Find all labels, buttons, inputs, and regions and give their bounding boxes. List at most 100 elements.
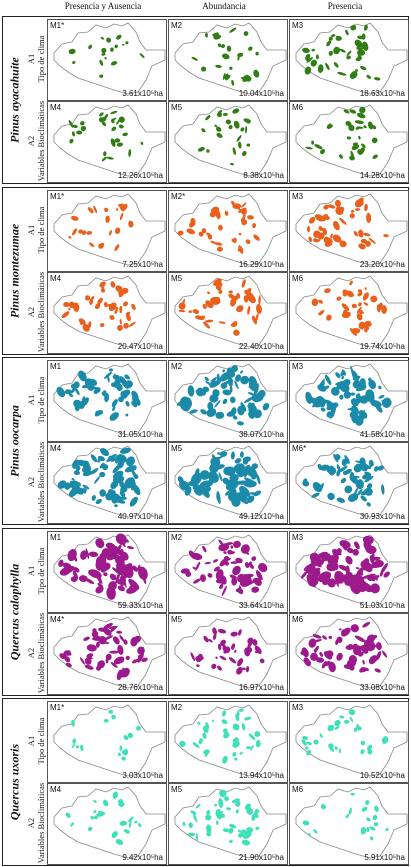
habitat-patch xyxy=(328,564,339,571)
habitat-patch xyxy=(372,814,378,821)
habitat-patch xyxy=(110,61,118,66)
habitat-patch xyxy=(224,646,231,653)
habitat-patch xyxy=(318,226,324,231)
habitat-patch xyxy=(353,463,363,473)
habitat-patch xyxy=(115,227,121,235)
model-label: M5 xyxy=(171,785,183,794)
habitat-patch xyxy=(138,654,144,660)
habitat-patch xyxy=(88,569,102,579)
habitat-patch xyxy=(121,551,129,561)
distribution-map xyxy=(174,534,287,607)
habitat-patch xyxy=(68,48,76,55)
habitat-patch xyxy=(360,495,367,502)
habitat-patch xyxy=(236,799,241,807)
habitat-patch xyxy=(245,666,250,673)
habitat-patch xyxy=(83,466,87,472)
habitat-patch xyxy=(214,124,218,128)
habitat-patch xyxy=(343,109,350,114)
habitat-patch xyxy=(366,826,370,833)
habitat-patch xyxy=(211,469,217,476)
habitat-patch xyxy=(94,303,101,310)
habitat-patch xyxy=(229,396,236,404)
map-panel: M3 51.03x10⁵ha xyxy=(289,531,409,613)
habitat-patch xyxy=(253,409,262,419)
habitat-patch xyxy=(259,658,265,664)
habitat-patch xyxy=(314,639,322,643)
row-code: A2 xyxy=(26,647,36,659)
habitat-patch xyxy=(110,661,118,668)
habitat-patch xyxy=(227,549,233,555)
habitat-patch xyxy=(216,112,223,118)
row-text: Tipo de clima xyxy=(36,547,46,595)
habitat-patch xyxy=(84,295,91,301)
habitat-patch xyxy=(65,565,75,573)
habitat-patch xyxy=(232,565,241,576)
habitat-patch xyxy=(336,296,342,301)
habitat-patch xyxy=(343,468,352,475)
habitat-patch xyxy=(240,370,244,374)
habitat-patch xyxy=(313,739,319,745)
distribution-map xyxy=(174,445,287,518)
habitat-patch xyxy=(314,575,318,580)
habitat-patch xyxy=(301,647,309,658)
model-label: M6 xyxy=(292,274,304,283)
habitat-patch xyxy=(356,313,363,321)
habitat-patch xyxy=(221,44,225,49)
habitat-patch xyxy=(125,400,130,407)
model-label: M1 xyxy=(50,533,62,542)
habitat-patch xyxy=(232,723,240,731)
habitat-patch xyxy=(78,575,88,583)
habitat-patch xyxy=(346,136,351,140)
habitat-patch xyxy=(114,44,118,49)
habitat-patch xyxy=(301,739,307,746)
habitat-patch xyxy=(219,655,227,661)
habitat-patch xyxy=(382,650,388,658)
habitat-patch xyxy=(205,115,211,121)
habitat-patch xyxy=(253,234,260,241)
habitat-patch xyxy=(237,247,244,252)
habitat-patch xyxy=(246,544,249,549)
habitat-patch xyxy=(240,544,250,554)
habitat-patch xyxy=(109,650,119,654)
distribution-patches xyxy=(302,24,381,81)
habitat-patch xyxy=(359,395,369,404)
habitat-patch xyxy=(217,643,222,651)
habitat-patch xyxy=(377,574,380,578)
habitat-patch xyxy=(223,555,230,562)
habitat-patch xyxy=(178,309,186,313)
habitat-patch xyxy=(372,138,378,143)
distribution-map xyxy=(53,445,166,518)
model-label: M4* xyxy=(50,615,65,624)
habitat-patch xyxy=(339,48,346,53)
distribution-map xyxy=(53,275,166,348)
habitat-patch xyxy=(108,581,117,591)
habitat-patch xyxy=(341,458,348,467)
habitat-patch xyxy=(102,117,107,122)
map-panel: M3 10.52x10⁵ha xyxy=(289,701,409,783)
habitat-patch xyxy=(177,230,184,236)
habitat-patch xyxy=(217,43,222,48)
state-outline xyxy=(174,616,287,689)
model-label: M6 xyxy=(292,785,304,794)
habitat-patch xyxy=(323,651,333,660)
area-label: 3.61x10⁵ha xyxy=(122,89,163,98)
habitat-patch xyxy=(334,199,342,207)
habitat-patch xyxy=(101,120,107,127)
habitat-patch xyxy=(116,669,124,681)
habitat-patch xyxy=(196,664,200,668)
habitat-patch xyxy=(360,560,369,569)
habitat-patch xyxy=(252,223,257,229)
habitat-patch xyxy=(119,539,126,548)
habitat-patch xyxy=(318,299,324,304)
habitat-patch xyxy=(317,232,325,240)
state-outline xyxy=(295,534,408,607)
habitat-patch xyxy=(217,665,222,671)
habitat-patch xyxy=(112,636,120,645)
habitat-patch xyxy=(245,466,257,478)
habitat-patch xyxy=(194,315,205,321)
habitat-patch xyxy=(91,494,96,501)
habitat-patch xyxy=(334,575,344,585)
habitat-patch xyxy=(349,109,357,114)
habitat-patch xyxy=(372,655,379,662)
habitat-patch xyxy=(313,829,318,834)
